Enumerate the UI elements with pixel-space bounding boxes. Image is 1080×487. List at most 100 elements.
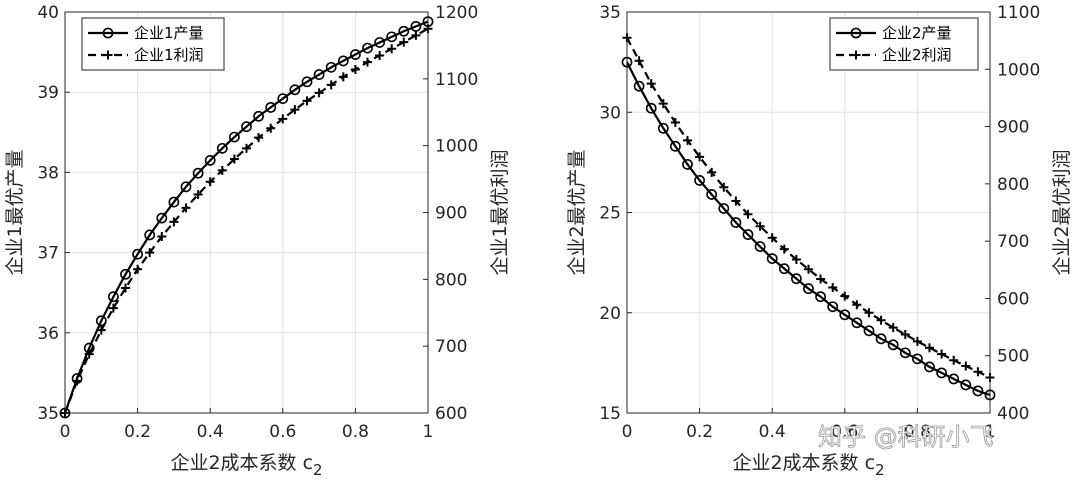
x-axis-label: 企业2成本系数 c2 [732,452,884,479]
data-point-plus [973,367,983,377]
data-point-plus [707,167,717,177]
data-point-circle [120,268,131,280]
data-point-plus [779,244,789,254]
data-point-circle [706,189,718,200]
x-tick-label: 0.4 [759,422,786,442]
data-point-plus [145,248,155,258]
data-point-circle [144,229,156,241]
data-point-plus [683,135,693,145]
data-point-plus [242,143,251,153]
data-point-circle [253,110,264,122]
data-point-plus [900,330,910,340]
data-point-circle [362,42,373,54]
data-point-circle [718,203,730,214]
data-point-circle [863,325,875,337]
data-point-circle [730,217,742,228]
data-point-plus [791,254,801,264]
data-point-plus [229,154,239,164]
data-point-plus [375,50,385,60]
data-point-plus [254,133,264,143]
y-left-tick-label: 15 [599,404,621,424]
watermark-text: 知乎 @科研小飞 [818,423,994,451]
y-right-tick-label: 700 [435,337,467,357]
data-point-circle [398,25,410,37]
data-point-plus [133,264,143,274]
data-point-circle [241,121,252,133]
data-point-plus [302,96,312,106]
x-tick-label: 0.6 [269,422,296,442]
x-tick-label: 1 [985,422,996,442]
legend-marker-circle [850,27,862,39]
data-point-circle [265,102,277,113]
data-point-circle [289,84,301,96]
data-point-circle [645,102,657,114]
data-point-circle [95,315,107,327]
data-point-plus [864,308,874,318]
y-right-tick-label: 1000 [997,60,1040,80]
data-point-circle [156,212,168,224]
y-right-tick-label: 1000 [435,137,478,157]
data-point-circle [192,167,204,179]
data-point-circle [912,353,923,365]
data-point-plus [828,283,838,293]
data-point-circle [657,122,669,134]
data-point-plus [362,57,372,67]
data-point-plus [205,177,215,187]
data-point-circle [107,291,119,303]
legend-marker-plus [103,50,113,60]
data-point-circle [669,140,681,152]
data-point-plus [816,274,826,284]
data-point-circle [633,80,645,92]
data-point-plus [278,114,288,124]
legend-box [829,17,979,71]
y-right-tick-label: 800 [997,175,1029,195]
legend-label: 企业2利润 [882,46,952,64]
data-point-circle [694,175,705,186]
data-point-plus [804,264,813,274]
data-point-plus [157,232,167,242]
x-tick-label: 0 [60,422,71,442]
y-left-tick-label: 35 [37,404,59,424]
y-left-axis-label: 企业2最优产量 [566,149,588,275]
y-right-tick-label: 1200 [435,3,478,23]
data-point-circle [301,76,313,88]
y-left-tick-label: 40 [37,3,59,23]
data-point-circle [887,339,899,351]
data-point-circle [851,317,863,329]
y-right-tick-label: 900 [997,118,1029,138]
chart-2: 0 0.2 0.4 0.6 0.8 1 15 20 25 30 35 400 500 600 700 800 9… [566,3,1073,479]
data-point-plus [888,323,898,333]
data-point-circle [936,367,948,379]
y-left-tick-label: 36 [37,324,59,344]
data-point-circle [216,142,228,154]
y-right-tick-label: 800 [435,270,467,290]
data-point-circle [682,158,693,170]
y-right-tick-label: 600 [997,289,1029,309]
data-point-plus [658,99,668,109]
data-point-plus [634,56,644,66]
data-point-circle [349,49,361,60]
data-point-circle [132,248,143,260]
series-企业2利润 [622,33,995,382]
legend-marker-circle [102,27,114,39]
x-tick-label: 0.2 [124,422,151,442]
data-point-circle [875,333,887,345]
data-point-circle [948,373,960,385]
series-line [626,61,991,397]
x-tick-label: 0.8 [904,422,931,442]
data-point-circle [972,385,984,397]
x-tick-label: 0.4 [197,422,224,442]
data-point-circle [229,131,240,143]
x-tick-label: 0.8 [342,422,369,442]
data-point-plus [169,217,179,227]
data-point-plus [350,64,360,74]
data-point-plus [96,325,106,335]
data-point-circle [313,69,325,80]
data-point-plus [326,80,336,90]
data-point-circle [803,283,814,295]
data-point-plus [695,152,705,162]
data-point-circle [386,31,398,43]
y-left-tick-label: 39 [37,83,59,103]
